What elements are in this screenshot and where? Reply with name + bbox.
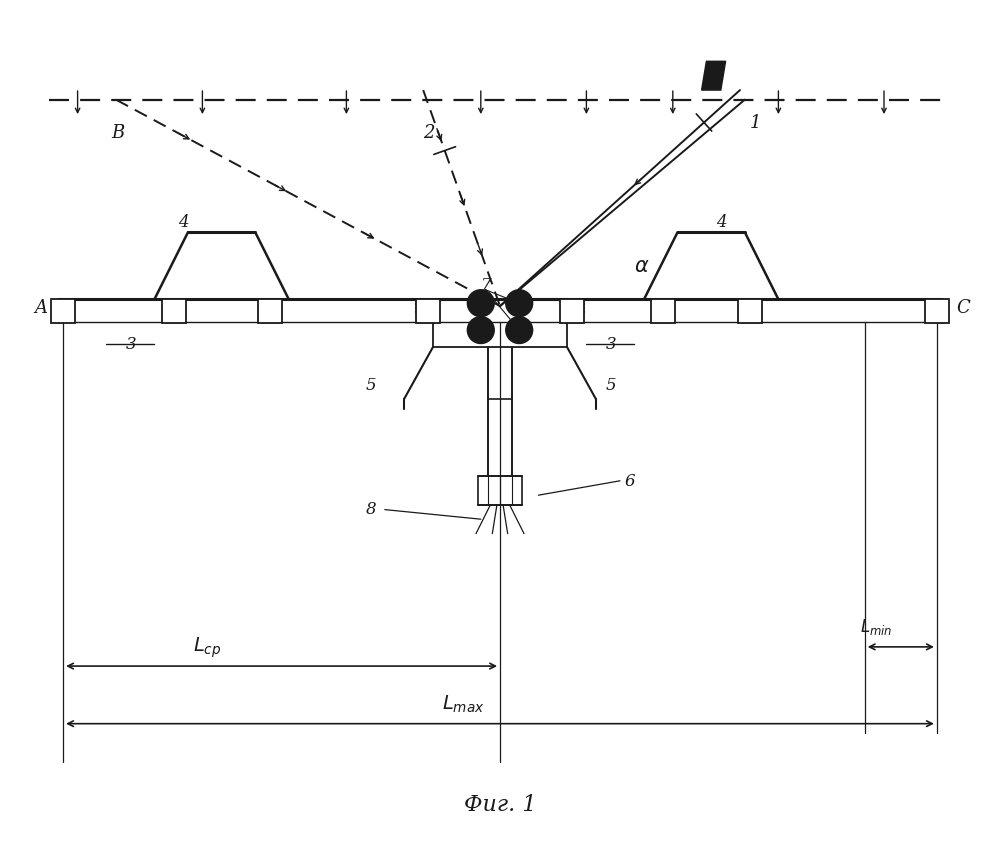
Bar — [258, 299, 282, 323]
Text: 4: 4 — [178, 214, 189, 231]
Text: 6: 6 — [625, 473, 635, 490]
Text: 3: 3 — [606, 336, 616, 354]
Text: $L_{cp}$: $L_{cp}$ — [193, 635, 221, 660]
Circle shape — [467, 317, 494, 343]
Bar — [560, 299, 584, 323]
Text: 7: 7 — [481, 276, 491, 294]
Text: 1: 1 — [750, 115, 761, 133]
Text: 4: 4 — [716, 214, 727, 231]
Circle shape — [506, 317, 533, 343]
Text: C: C — [956, 299, 970, 317]
Text: 2: 2 — [423, 124, 435, 142]
Circle shape — [506, 290, 533, 317]
Text: B: B — [111, 124, 124, 142]
Polygon shape — [702, 62, 726, 90]
Bar — [51, 299, 75, 323]
Text: $L_{min}$: $L_{min}$ — [860, 617, 892, 638]
Bar — [738, 299, 762, 323]
Circle shape — [467, 290, 494, 317]
Text: 5: 5 — [366, 377, 376, 394]
Text: $\alpha$: $\alpha$ — [634, 258, 650, 276]
Bar — [162, 299, 186, 323]
Bar — [416, 299, 440, 323]
Text: Фиг. 1: Фиг. 1 — [464, 794, 536, 817]
Text: 5: 5 — [606, 377, 616, 394]
Text: 3: 3 — [126, 336, 136, 354]
Text: 8: 8 — [366, 502, 376, 519]
Bar — [651, 299, 675, 323]
Text: A: A — [34, 299, 47, 317]
Bar — [925, 299, 949, 323]
Text: $L_{max}$: $L_{max}$ — [442, 693, 485, 715]
